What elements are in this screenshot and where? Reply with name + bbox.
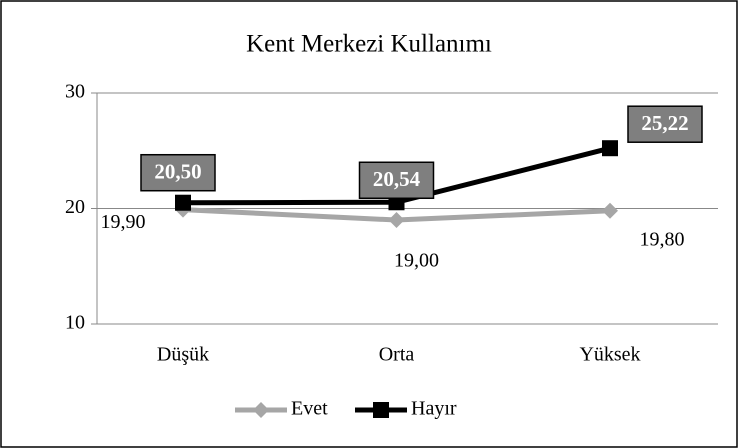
x-tick-label: Düşük bbox=[157, 344, 209, 366]
chart-title: Kent Merkezi Kullanımı bbox=[246, 31, 492, 58]
data-label-box bbox=[627, 105, 703, 143]
data-label: 20,54 bbox=[373, 167, 421, 191]
data-label: 19,90 bbox=[101, 211, 146, 233]
x-tick-label: Orta bbox=[379, 344, 415, 366]
y-tick-label: 10 bbox=[65, 312, 85, 334]
data-label: 19,80 bbox=[640, 228, 685, 250]
data-label: 19,00 bbox=[394, 250, 439, 272]
marker bbox=[388, 212, 405, 229]
marker bbox=[175, 194, 191, 211]
y-tick-label: 30 bbox=[65, 81, 85, 103]
marker bbox=[602, 140, 618, 157]
legend-label: Hayır bbox=[411, 398, 457, 420]
marker bbox=[602, 202, 618, 219]
marker bbox=[253, 402, 269, 418]
y-tick-label: 20 bbox=[65, 196, 85, 218]
legend-label: Evet bbox=[291, 398, 328, 420]
x-tick-label: Yüksek bbox=[579, 344, 640, 366]
data-label-box bbox=[140, 153, 216, 192]
data-label: 25,22 bbox=[641, 111, 688, 135]
marker bbox=[373, 402, 389, 418]
data-label-box bbox=[358, 161, 435, 200]
data-label: 20,50 bbox=[154, 160, 201, 184]
